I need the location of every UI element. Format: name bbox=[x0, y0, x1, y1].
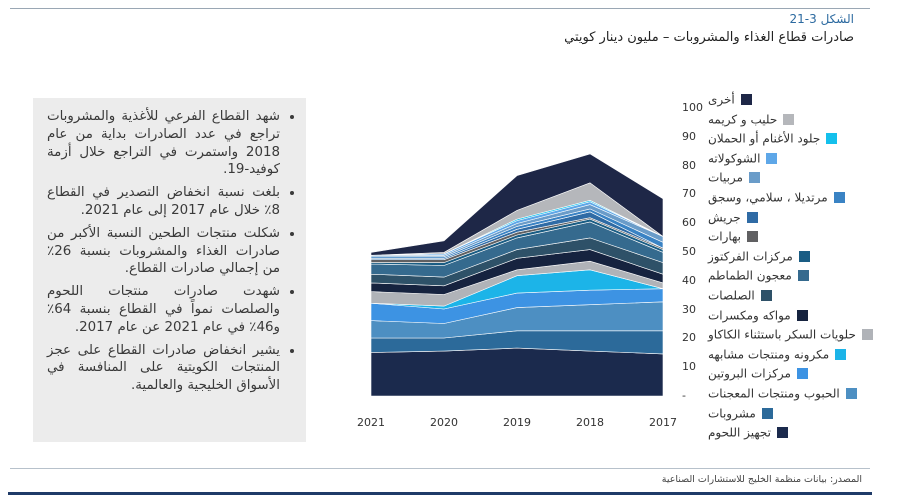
legend-label: الحبوب ومنتجات المعجنات bbox=[708, 386, 840, 401]
y-tick-label: 90 bbox=[682, 129, 696, 143]
x-tick-label: 2020 bbox=[430, 416, 458, 429]
legend-label: بهارات bbox=[708, 229, 741, 244]
legend-item: مكرونه ومنتجات مشابهه bbox=[708, 347, 847, 363]
legend-swatch bbox=[798, 250, 810, 262]
chart-legend: - 10 20 30 40 50 60 70 80 90 100 أخرى حليب و كريمه جل… bbox=[680, 90, 873, 450]
y-tick-label: 40 bbox=[682, 273, 696, 287]
legend-item: الحبوب ومنتجات المعجنات bbox=[708, 386, 857, 402]
legend-item: حلويات السكر باستثناء الكاكاو bbox=[708, 327, 873, 343]
legend-label: معجون الطماطم bbox=[708, 268, 792, 283]
legend-item: مربيات bbox=[708, 170, 760, 186]
legend-item: تجهيز اللحوم bbox=[708, 425, 789, 441]
finding-item: يشير انخفاض صادرات القطاع على عجز المنتج… bbox=[47, 342, 280, 395]
finding-item: شهدت صادرات منتجات اللحوم والصلصات نمواً… bbox=[47, 283, 280, 336]
bottom-divider bbox=[10, 468, 870, 469]
legend-item: جلود الأغنام أو الحملان bbox=[708, 131, 838, 147]
x-tick-label: 2018 bbox=[576, 416, 604, 429]
finding-item: شهد القطاع الفرعي للأغذية والمشروبات ترا… bbox=[47, 108, 280, 179]
legend-swatch bbox=[766, 152, 778, 164]
legend-item: مرتديلا ، سلامي، وسجق bbox=[708, 190, 845, 206]
legend-swatch bbox=[835, 348, 847, 360]
legend-swatch bbox=[833, 192, 845, 203]
legend-swatch bbox=[746, 231, 758, 243]
legend-item: مركزات البروتين bbox=[708, 366, 808, 382]
legend-item: مشروبات bbox=[708, 406, 773, 422]
legend-item: أخرى bbox=[708, 92, 752, 108]
series-area-17 bbox=[370, 153, 664, 256]
footer-bar bbox=[8, 492, 872, 495]
legend-swatch bbox=[826, 133, 838, 145]
legend-swatch bbox=[748, 172, 760, 184]
legend-label: جريش bbox=[708, 210, 741, 225]
findings-box: شهد القطاع الفرعي للأغذية والمشروبات ترا… bbox=[33, 98, 306, 442]
legend-label: حليب و كريمه bbox=[708, 112, 778, 127]
legend-swatch bbox=[777, 427, 789, 439]
legend-item: بهارات bbox=[708, 229, 758, 245]
legend-label: أخرى bbox=[708, 92, 735, 107]
legend-item: مركزات الفركتوز bbox=[708, 249, 810, 265]
figure-label: الشكل 3-21 bbox=[789, 12, 855, 26]
y-tick-label: 100 bbox=[682, 101, 703, 114]
legend-swatch bbox=[740, 94, 752, 105]
y-tick-label: 30 bbox=[682, 302, 696, 316]
legend-item: جريش bbox=[708, 210, 758, 226]
legend-swatch bbox=[797, 270, 809, 282]
legend-label: جلود الأغنام أو الحملان bbox=[708, 131, 821, 146]
y-tick-label: 60 bbox=[682, 216, 696, 230]
x-tick-label: 2019 bbox=[503, 416, 531, 429]
legend-label: مواكه ومكسرات bbox=[708, 308, 791, 323]
finding-item: بلغت نسبة انخفاض التصدير في القطاع 8٪ خل… bbox=[47, 184, 280, 220]
legend-label: الصلصات bbox=[708, 288, 755, 303]
figure-title: صادرات قطاع الغذاء والمشروبات – مليون دي… bbox=[564, 30, 854, 45]
legend-label: مرتديلا ، سلامي، وسجق bbox=[708, 190, 828, 205]
y-tick-label: - bbox=[682, 389, 686, 402]
legend-label: حلويات السكر باستثناء الكاكاو bbox=[708, 327, 856, 342]
x-tick-label: 2021 bbox=[357, 416, 385, 429]
legend-swatch bbox=[761, 407, 773, 419]
y-tick-label: 70 bbox=[682, 187, 696, 201]
legend-swatch bbox=[796, 309, 808, 321]
legend-label: الشوكولاته bbox=[708, 151, 761, 166]
series-area-0 bbox=[370, 347, 664, 397]
legend-item: الصلصات bbox=[708, 288, 772, 304]
legend-swatch bbox=[783, 113, 795, 125]
legend-label: مركزات البروتين bbox=[708, 366, 791, 381]
legend-swatch bbox=[861, 329, 873, 341]
legend-label: مركزات الفركتوز bbox=[708, 249, 793, 264]
legend-label: مربيات bbox=[708, 170, 743, 185]
legend-label: مكرونه ومنتجات مشابهه bbox=[708, 347, 830, 362]
y-tick-label: 50 bbox=[682, 245, 696, 258]
top-divider bbox=[10, 8, 870, 9]
legend-item: معجون الطماطم bbox=[708, 268, 809, 284]
stacked-area-chart: 2021 2020 2019 2018 2017 bbox=[357, 153, 677, 429]
legend-swatch bbox=[796, 368, 808, 380]
source-note: المصدر: بيانات منظمة الخليج للاستشارات ا… bbox=[661, 474, 862, 485]
legend-item: مواكه ومكسرات bbox=[708, 308, 808, 324]
legend-label: تجهيز اللحوم bbox=[708, 425, 772, 440]
y-tick-label: 20 bbox=[682, 331, 696, 345]
legend-swatch bbox=[760, 290, 772, 301]
x-tick-label: 2017 bbox=[649, 416, 677, 429]
legend-swatch bbox=[746, 211, 758, 223]
legend-swatch bbox=[845, 388, 857, 399]
legend-label: مشروبات bbox=[708, 406, 756, 421]
findings-list: شهد القطاع الفرعي للأغذية والمشروبات ترا… bbox=[47, 108, 294, 395]
legend-item: حليب و كريمه bbox=[708, 112, 795, 128]
finding-item: شكلت منتجات الطحين النسبة الأكبر من صادر… bbox=[47, 225, 280, 278]
y-tick-label: 10 bbox=[682, 360, 696, 374]
y-tick-label: 80 bbox=[682, 158, 696, 172]
legend-item: الشوكولاته bbox=[708, 151, 778, 167]
